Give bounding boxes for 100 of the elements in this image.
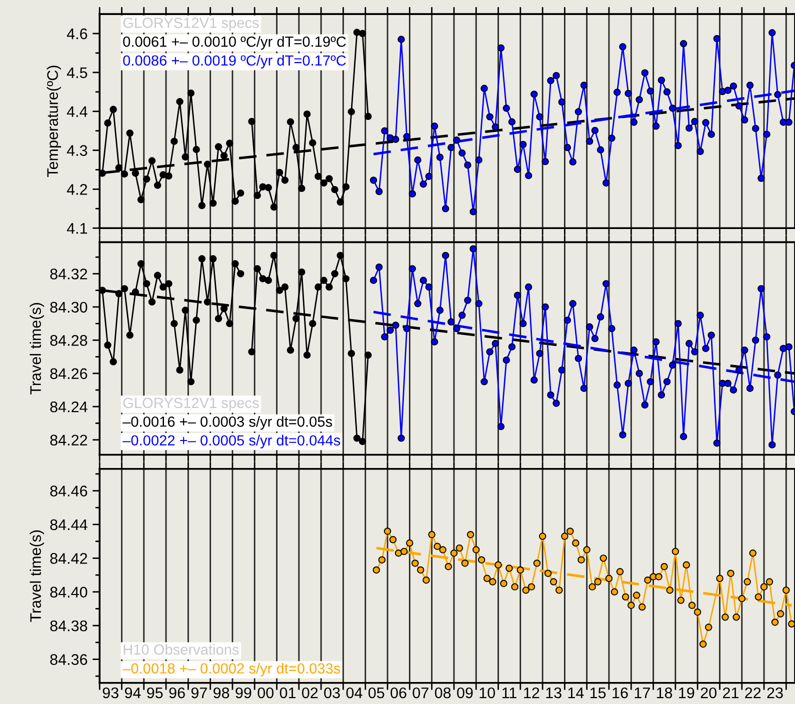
y-tick-label: 4.2 <box>66 184 88 195</box>
point <box>236 270 244 278</box>
point <box>148 298 156 306</box>
annotation: –0.0018 +– 0.0002 s/yr dt=0.033s <box>122 662 340 676</box>
y-tick-label: 84.30 <box>50 302 88 313</box>
point <box>137 260 145 268</box>
point <box>115 290 123 298</box>
x-tick-label: 95 <box>147 687 163 698</box>
point <box>270 203 278 211</box>
point <box>342 275 350 282</box>
y-tick-label: 4.6 <box>66 28 88 40</box>
x-tick-label: 14 <box>568 688 584 698</box>
point <box>314 172 322 180</box>
point <box>232 198 239 205</box>
y-tick-label: 84.36 <box>50 654 88 665</box>
point <box>148 157 156 164</box>
point <box>254 265 261 272</box>
x-tick-label: 05 <box>368 687 384 698</box>
x-tick-label: 08 <box>434 687 451 698</box>
point <box>120 285 128 292</box>
point <box>176 366 184 374</box>
point <box>303 352 311 359</box>
point <box>209 200 217 207</box>
x-tick-label: 18 <box>656 687 672 698</box>
point <box>270 252 278 260</box>
x-tick-label: 11 <box>502 688 516 698</box>
point <box>115 164 123 172</box>
point <box>226 320 234 328</box>
x-tick-label: 94 <box>124 687 141 698</box>
point <box>264 184 272 192</box>
point <box>276 286 284 294</box>
point <box>198 255 206 262</box>
y-tick-label: 84.24 <box>50 401 88 412</box>
point <box>364 352 372 359</box>
point <box>320 179 328 187</box>
point <box>254 192 261 200</box>
x-tick-label: 97 <box>191 687 207 698</box>
point <box>281 283 289 291</box>
x-tick-label: 00 <box>258 687 274 698</box>
point <box>154 182 162 189</box>
point <box>292 144 300 152</box>
point <box>209 255 217 262</box>
point <box>331 186 338 194</box>
x-tick-label: 10 <box>480 687 495 698</box>
x-tick-label: 21 <box>722 687 738 698</box>
point <box>104 119 112 127</box>
point <box>353 434 361 442</box>
annotation: –0.0022 +– 0.0005 s/yr dt=0.044s <box>122 434 340 448</box>
point <box>137 196 145 204</box>
point <box>165 280 172 288</box>
y-tick-label: 84.32 <box>50 268 88 280</box>
x-tick-label: 16 <box>612 687 628 698</box>
point <box>126 332 134 339</box>
point <box>192 316 200 324</box>
y-tick-label: 84.38 <box>50 620 88 632</box>
y-tick-label: 4.5 <box>66 67 88 78</box>
point <box>204 160 212 168</box>
point <box>214 143 222 150</box>
point <box>248 118 256 126</box>
point <box>320 276 328 284</box>
point <box>187 89 195 97</box>
x-tick-label: 02 <box>302 687 318 698</box>
point <box>214 314 222 322</box>
point <box>298 184 306 192</box>
point <box>348 350 355 358</box>
x-tick-label: 99 <box>236 687 252 698</box>
point <box>170 320 178 328</box>
point <box>236 189 244 197</box>
point <box>104 342 112 349</box>
point <box>348 108 355 116</box>
x-tick-label: 96 <box>169 687 185 698</box>
point <box>192 146 200 154</box>
point <box>248 348 256 356</box>
point <box>220 152 228 160</box>
point <box>165 172 172 180</box>
point <box>232 260 239 268</box>
point <box>342 183 350 190</box>
x-tick-label: 19 <box>679 687 694 698</box>
y-axis-title: Travel time(s) <box>30 530 44 622</box>
point <box>100 286 106 294</box>
y-tick-label: 84.28 <box>50 335 88 346</box>
point <box>126 130 134 137</box>
y-tick-label: 84.44 <box>50 519 88 530</box>
x-tick-label: 22 <box>745 687 761 698</box>
point <box>298 268 306 276</box>
x-tick-label: 09 <box>457 687 473 698</box>
annotation: 0.0061 +– 0.0010 ºC/yr dT=0.19ºC <box>123 36 346 50</box>
x-tick-label: 98 <box>214 687 230 698</box>
point <box>182 153 189 160</box>
y-axis-title: Temperature(ºC) <box>46 66 62 178</box>
annotation: 0.0086 +– 0.0019 ºC/yr dT=0.17ºC <box>123 54 346 69</box>
point <box>198 202 206 210</box>
y-tick-label: 4.1 <box>66 223 88 234</box>
point <box>336 252 344 260</box>
y-tick-label: 84.40 <box>50 586 88 598</box>
point <box>292 314 300 322</box>
y-tick-label: 84.22 <box>50 434 88 446</box>
point <box>220 305 228 312</box>
point <box>286 118 294 126</box>
x-tick-label: 12 <box>524 687 540 698</box>
